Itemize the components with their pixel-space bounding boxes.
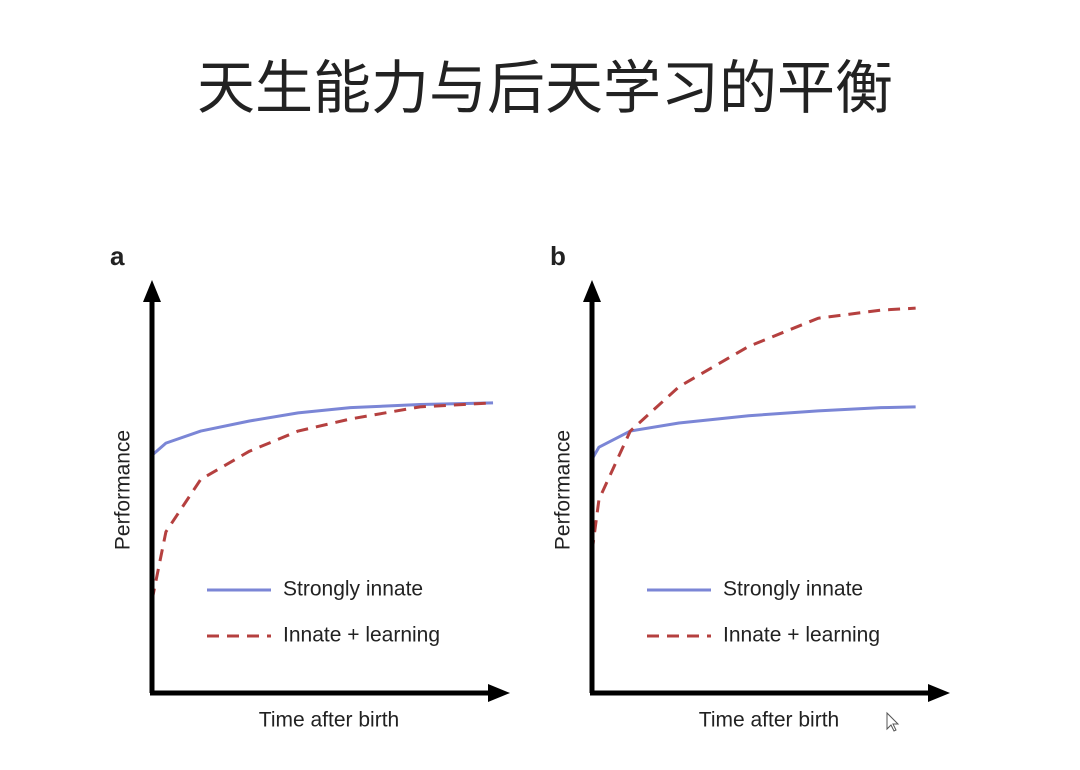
series-line: [151, 401, 494, 457]
y-axis-label: Performance: [552, 430, 575, 550]
slide-title: 天生能力与后天学习的平衡: [197, 54, 893, 122]
series-line: [590, 405, 916, 461]
legend-label: Strongly innate: [283, 578, 423, 601]
series-line: [590, 306, 916, 553]
y-axis-label: Performance: [112, 430, 135, 550]
legend-label: Innate + learning: [283, 624, 440, 647]
x-axis-label: Time after birth: [259, 709, 399, 732]
panel-label: a: [110, 241, 125, 271]
panel-label: b: [550, 241, 566, 271]
legend-label: Strongly innate: [723, 578, 863, 601]
y-arrow: [583, 280, 601, 302]
y-arrow: [143, 280, 161, 302]
x-arrow: [488, 684, 510, 702]
cursor: [886, 711, 900, 732]
legend-label: Innate + learning: [723, 624, 880, 647]
series-line: [150, 401, 494, 601]
x-axis-label: Time after birth: [699, 709, 839, 732]
x-arrow: [928, 684, 950, 702]
